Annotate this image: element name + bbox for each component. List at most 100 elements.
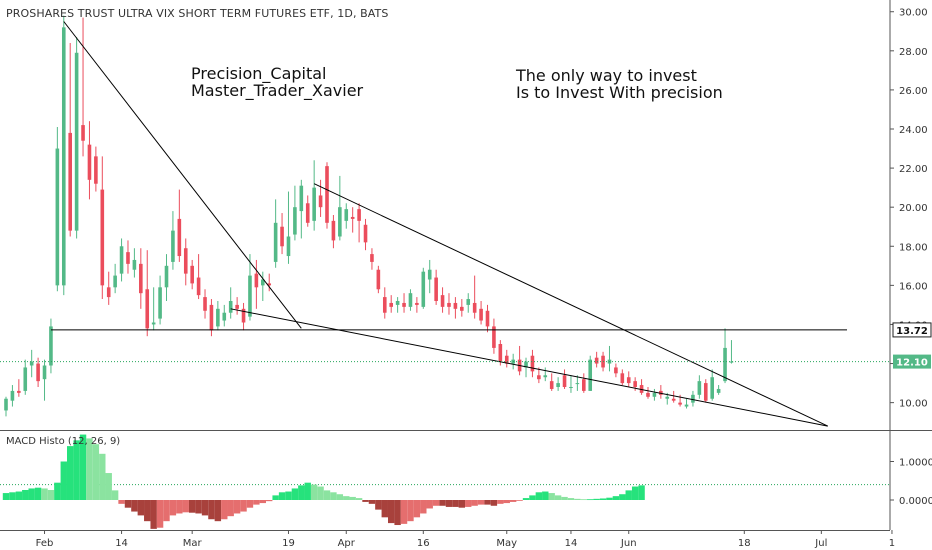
- annotation-left: Precision_Capital Master_Trader_Xavier: [191, 65, 363, 99]
- candle-body: [633, 381, 637, 387]
- macd-bar: [240, 500, 247, 512]
- macd-bar: [593, 498, 600, 500]
- macd-bar: [201, 500, 209, 516]
- candle-body: [492, 326, 496, 348]
- macd-bar: [214, 500, 222, 522]
- candle-body: [350, 216, 355, 219]
- candle-body: [395, 301, 400, 305]
- macd-bar: [400, 500, 408, 524]
- time-tick-label: 18: [738, 538, 751, 549]
- chart-title: PROSHARES TRUST ULTRA VIX SHORT TERM FUT…: [6, 7, 389, 20]
- macd-bar: [497, 500, 504, 504]
- candle-body: [434, 277, 438, 301]
- annotation-left-line-1: Precision_Capital: [191, 64, 327, 83]
- macd-bar: [124, 500, 132, 508]
- macd-bar: [554, 495, 562, 500]
- macd-bar: [105, 473, 112, 500]
- price-tick-label: 18.00: [899, 242, 928, 253]
- macd-bar: [465, 500, 472, 507]
- macd-bar: [266, 500, 273, 502]
- time-tick-label: Mar: [183, 538, 203, 549]
- macd-bar: [67, 446, 74, 500]
- macd-bar: [304, 482, 311, 500]
- candle-body: [286, 236, 291, 257]
- macd-tick-label: 1.0000: [899, 458, 932, 469]
- price-label-box: [892, 322, 932, 338]
- price-tick-label: 10.00: [899, 399, 928, 410]
- candle-body: [678, 402, 682, 405]
- macd-bar: [368, 500, 376, 504]
- macd-bar: [111, 490, 119, 500]
- macd-bar: [375, 500, 382, 510]
- annotation-right: The only way to invest Is to Invest With…: [516, 67, 723, 101]
- time-tick-label: Apr: [338, 538, 356, 549]
- candle-body: [183, 248, 188, 274]
- macd-histogram: [0, 434, 890, 529]
- candle-body: [498, 344, 503, 362]
- candle-body: [556, 383, 560, 387]
- candle-body: [139, 263, 143, 294]
- macd-bar: [291, 488, 299, 500]
- macd-bar: [432, 500, 440, 506]
- annotation-left-line-2: Master_Trader_Xavier: [191, 81, 364, 100]
- macd-bar: [99, 453, 106, 500]
- macd-bar: [426, 500, 433, 509]
- macd-bar: [118, 500, 125, 504]
- macd-bar: [233, 500, 241, 514]
- candle-body: [466, 299, 471, 305]
- candle-body: [196, 277, 201, 296]
- candle-body: [49, 326, 53, 366]
- macd-bar: [355, 498, 363, 500]
- macd-bar: [246, 500, 254, 508]
- candle-body: [479, 308, 483, 321]
- candle-body: [254, 273, 259, 288]
- macd-bar: [458, 500, 466, 508]
- candle-body: [671, 398, 676, 401]
- candle-body: [145, 289, 150, 329]
- candle-body: [74, 52, 79, 231]
- candle-body: [10, 390, 15, 401]
- macd-bar: [137, 500, 145, 516]
- macd-bar: [420, 500, 427, 514]
- candle-body: [318, 195, 323, 208]
- macd-bar: [445, 500, 453, 507]
- candle-body: [549, 381, 554, 389]
- price-label-fill: [893, 354, 931, 369]
- candle-body: [415, 302, 419, 305]
- price-tick-label: 24.00: [899, 125, 928, 136]
- candle-body: [267, 283, 272, 286]
- time-tick-label: 14: [115, 538, 128, 549]
- macd-bar: [47, 489, 55, 500]
- candle-body: [646, 392, 650, 397]
- macd-bar: [529, 495, 536, 500]
- candle-body: [132, 259, 137, 270]
- macd-bar: [452, 500, 459, 507]
- price-candles: [4, 15, 734, 417]
- trendline: [313, 183, 828, 427]
- candle-body: [504, 355, 509, 364]
- candle-body: [293, 207, 297, 235]
- macd-bar: [60, 461, 67, 500]
- price-tick-label: 28.00: [899, 47, 928, 58]
- time-tick-label: Jul: [814, 538, 827, 549]
- macd-bar: [317, 486, 324, 500]
- candle-body: [261, 279, 265, 286]
- candle-body: [344, 209, 349, 221]
- annotation-right-line-2: Is to Invest With precision: [516, 83, 723, 102]
- candle-body: [100, 189, 105, 286]
- macd-bar: [394, 500, 401, 526]
- candle-body: [280, 226, 284, 247]
- candle-body: [29, 361, 34, 366]
- macd-bar: [503, 500, 510, 504]
- candle-body: [305, 203, 310, 223]
- macd-bar: [587, 499, 594, 501]
- candle-body: [190, 265, 194, 284]
- candle-body: [460, 306, 464, 311]
- candle-body: [421, 271, 426, 307]
- candle-body: [126, 252, 130, 264]
- candle-body: [17, 390, 21, 393]
- trendline: [63, 21, 302, 329]
- macd-bar: [509, 500, 517, 502]
